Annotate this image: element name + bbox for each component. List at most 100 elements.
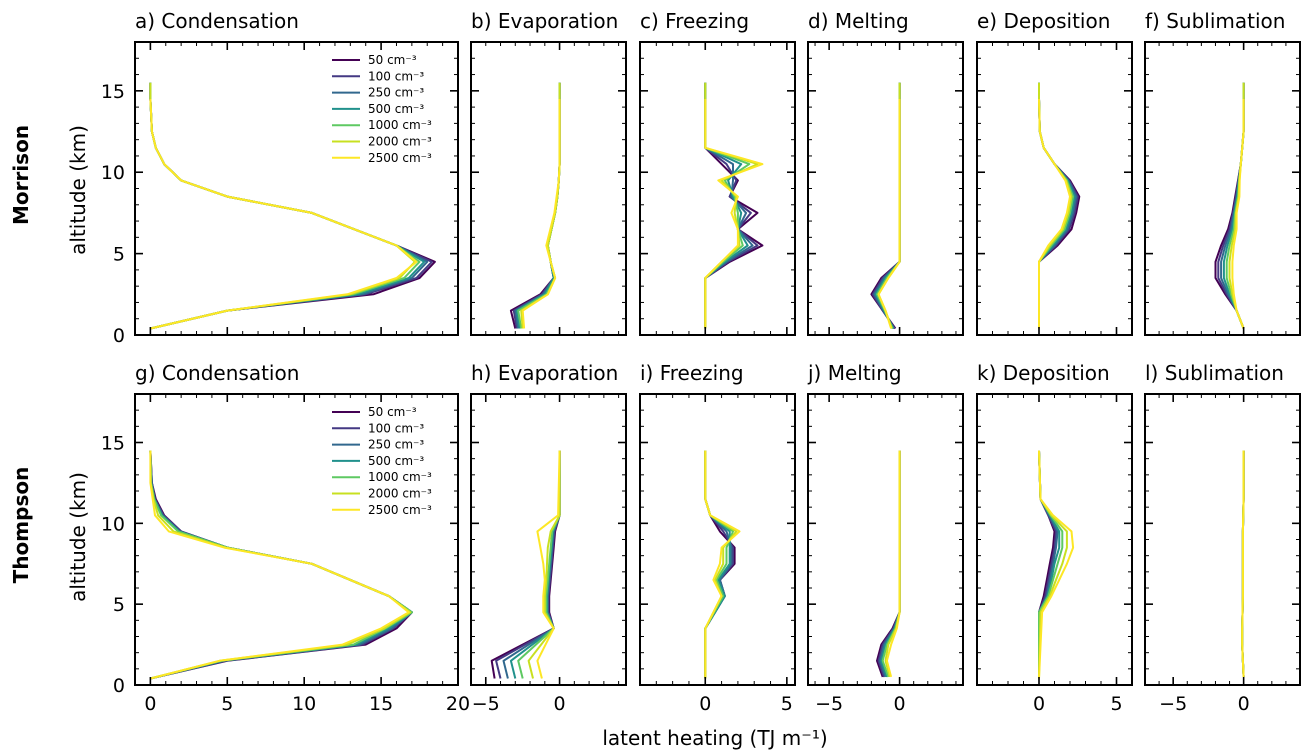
legend-label: 1000 cm⁻³ — [368, 118, 432, 132]
series-line-2 — [704, 82, 759, 329]
series-line-3 — [149, 450, 413, 680]
x-axis-label: latent heating (TJ m⁻¹) — [602, 726, 827, 750]
panel-frame — [639, 41, 796, 336]
x-tick-label: 5 — [781, 693, 793, 715]
panel-8: h) Evaporation −5 0 — [470, 361, 627, 715]
series-line-7 — [704, 450, 741, 679]
legend-label: 100 cm⁻³ — [368, 69, 424, 83]
y-tick-label: 0 — [113, 675, 125, 697]
series-line-4 — [515, 82, 561, 329]
panel-4: d) Melting — [807, 9, 964, 336]
y-axis-label-top: altitude (km) — [66, 125, 90, 255]
y-tick-label: 5 — [113, 244, 125, 266]
panel-7: g) Condensation 0 5 10 15 0 5 10 15 20 50 cm⁻³ 100 … — [101, 361, 470, 715]
panel-frame — [807, 41, 964, 336]
series-line-6 — [527, 450, 561, 679]
legend-label: 250 cm⁻³ — [368, 86, 424, 100]
series-line-6 — [149, 450, 412, 680]
panel-12: l) Sublimation −5 0 — [1144, 361, 1301, 715]
series-line-7 — [885, 450, 901, 678]
y-tick-label: 10 — [101, 162, 125, 184]
x-tick-label: 0 — [144, 693, 156, 715]
x-tick-label: −5 — [815, 693, 843, 715]
panel-2: b) Evaporation — [470, 9, 627, 336]
panel-title: g) Condensation — [135, 361, 299, 385]
y-tick-label: 5 — [113, 594, 125, 616]
panel-6: f) Sublimation — [1144, 9, 1301, 336]
panel-title: b) Evaporation — [471, 9, 618, 33]
series-line-6 — [1228, 82, 1245, 329]
series-line-7 — [1038, 450, 1075, 679]
x-tick-label: 20 — [446, 693, 470, 715]
y-tick-label: 10 — [101, 513, 125, 535]
panel-3: c) Freezing — [639, 9, 796, 336]
series-line-7 — [536, 450, 561, 679]
y-tick-label: 15 — [101, 433, 125, 455]
series-line-5 — [149, 450, 413, 680]
series-line-7 — [1241, 450, 1245, 677]
legend-label: 2500 cm⁻³ — [368, 151, 432, 165]
panel-title: h) Evaporation — [471, 361, 618, 385]
panel-title: a) Condensation — [135, 9, 299, 33]
y-tick-label: 15 — [101, 81, 125, 103]
legend-label: 1000 cm⁻³ — [368, 470, 432, 484]
x-tick-label: 5 — [1110, 693, 1122, 715]
panel-10: j) Melting −5 0 — [807, 361, 964, 715]
x-tick-label: 15 — [369, 693, 393, 715]
row-label-morrison: Morrison — [9, 125, 33, 225]
legend-label: 50 cm⁻³ — [368, 405, 417, 419]
panel-1: a) Condensation 0 5 10 15 50 cm⁻³ 100 cm⁻³ 250 … — [101, 9, 459, 347]
x-tick-label: 5 — [221, 693, 233, 715]
series-line-7 — [704, 99, 764, 329]
legend-label: 100 cm⁻³ — [368, 421, 424, 435]
series-line-7 — [1038, 98, 1071, 329]
series-line-5 — [517, 82, 561, 329]
x-tick-label: 0 — [699, 693, 711, 715]
panel-frame — [1144, 393, 1301, 686]
legend-label: 250 cm⁻³ — [368, 438, 424, 452]
series-line-4 — [149, 450, 413, 680]
panel-title: l) Sublimation — [1145, 361, 1284, 385]
series-line-7 — [521, 99, 561, 329]
series-line-2 — [149, 450, 413, 680]
row-label-thompson: Thompson — [9, 467, 33, 584]
panel-title: j) Melting — [807, 361, 902, 385]
panel-title: c) Freezing — [640, 9, 749, 33]
x-tick-label: 0 — [894, 693, 906, 715]
series-line-6 — [520, 82, 561, 329]
series-line-7 — [877, 99, 901, 329]
series-line-7 — [149, 450, 410, 680]
series-line-1 — [149, 450, 413, 680]
panel-title: k) Deposition — [977, 361, 1110, 385]
series-line-3 — [514, 82, 561, 329]
panel-title: e) Deposition — [977, 9, 1110, 33]
series-line-7 — [1231, 99, 1245, 329]
panel-frame — [639, 393, 796, 686]
panel-title: f) Sublimation — [1145, 9, 1285, 33]
series-line-7 — [149, 98, 418, 330]
legend-label: 50 cm⁻³ — [368, 53, 417, 67]
x-tick-label: −5 — [1159, 693, 1187, 715]
x-tick-label: −5 — [472, 693, 500, 715]
series-line-6 — [1038, 82, 1073, 329]
x-tick-label: 0 — [1033, 693, 1045, 715]
panels: a) Condensation 0 5 10 15 50 cm⁻³ 100 cm⁻³ 250 … — [101, 9, 1301, 715]
panel-title: d) Melting — [808, 9, 909, 33]
legend-label: 2000 cm⁻³ — [368, 135, 432, 149]
panel-frame — [976, 41, 1133, 336]
x-tick-label: 10 — [292, 693, 316, 715]
y-axis-label-bottom: altitude (km) — [66, 472, 90, 602]
y-tick-label: 0 — [113, 325, 125, 347]
x-tick-label: 0 — [1238, 693, 1250, 715]
panel-9: i) Freezing 0 5 — [639, 361, 796, 715]
legend-label: 2000 cm⁻³ — [368, 487, 432, 501]
legend-label: 500 cm⁻³ — [368, 454, 424, 468]
x-tick-label: 0 — [554, 693, 566, 715]
series-line-3 — [704, 450, 733, 679]
panel-title: i) Freezing — [640, 361, 744, 385]
series-line-2 — [512, 82, 561, 329]
panel-11: k) Deposition 0 5 — [976, 361, 1133, 715]
series-line-6 — [877, 82, 901, 329]
panel-5: e) Deposition — [976, 9, 1133, 336]
